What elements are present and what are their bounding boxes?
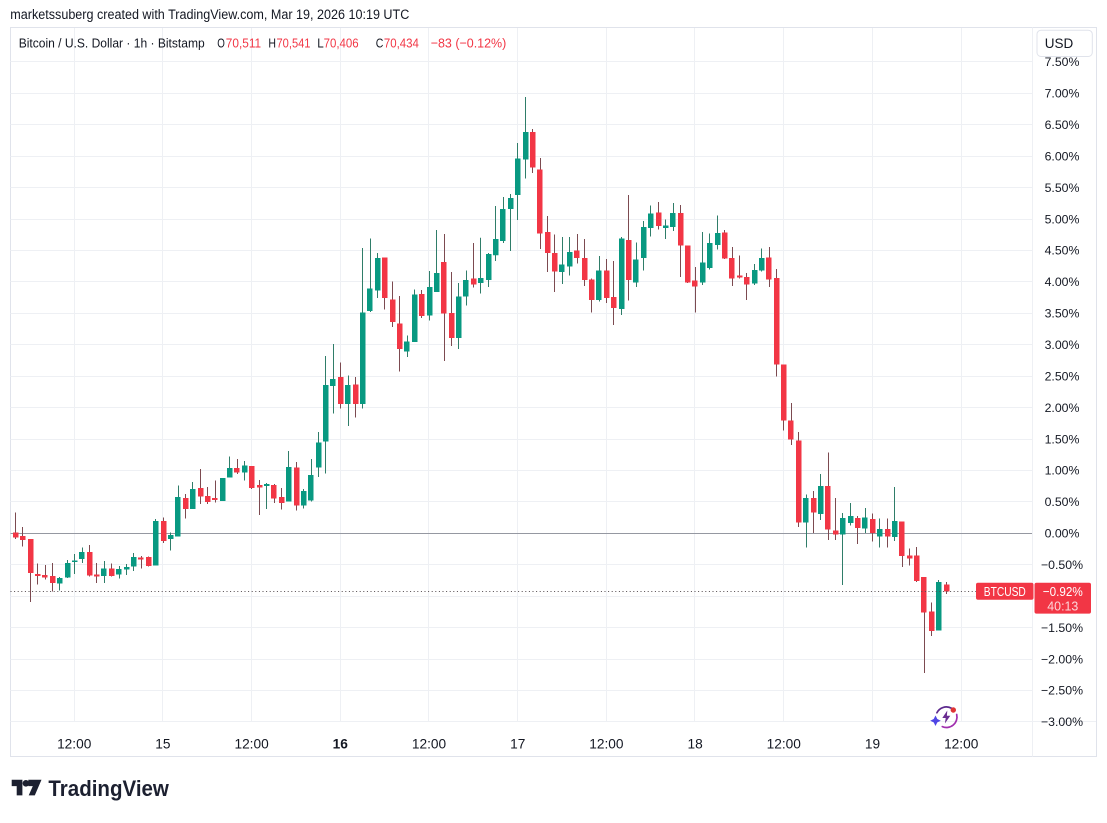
svg-text:Bitcoin / U.S. Dollar · 1h · B: Bitcoin / U.S. Dollar · 1h · Bitstamp <box>19 35 205 50</box>
svg-text:−2.50%: −2.50% <box>1041 684 1083 698</box>
svg-text:L: L <box>317 35 324 50</box>
svg-text:TradingView: TradingView <box>48 776 169 801</box>
svg-text:USD: USD <box>1045 36 1074 51</box>
svg-text:12:00: 12:00 <box>944 737 979 752</box>
svg-text:−0.50%: −0.50% <box>1041 558 1083 572</box>
svg-text:12:00: 12:00 <box>412 737 447 752</box>
svg-text:3.00%: 3.00% <box>1045 338 1080 352</box>
svg-text:−1.50%: −1.50% <box>1041 621 1083 635</box>
svg-text:12:00: 12:00 <box>767 737 802 752</box>
svg-text:−3.00%: −3.00% <box>1041 715 1083 729</box>
svg-text:5.00%: 5.00% <box>1045 212 1080 226</box>
svg-text:0.00%: 0.00% <box>1045 527 1080 541</box>
svg-text:70,541: 70,541 <box>277 35 311 50</box>
svg-text:C: C <box>376 35 384 50</box>
svg-text:−83 (−0.12%): −83 (−0.12%) <box>431 35 507 50</box>
svg-text:12:00: 12:00 <box>57 737 92 752</box>
svg-text:0.50%: 0.50% <box>1045 495 1080 509</box>
svg-text:3.50%: 3.50% <box>1045 307 1080 321</box>
svg-text:70,511: 70,511 <box>226 35 261 50</box>
svg-text:15: 15 <box>155 737 171 752</box>
svg-text:2.00%: 2.00% <box>1045 401 1080 415</box>
svg-text:O: O <box>217 35 225 50</box>
svg-text:19: 19 <box>865 737 880 752</box>
svg-text:12:00: 12:00 <box>589 737 624 752</box>
svg-text:−0.92%: −0.92% <box>1043 584 1083 599</box>
svg-text:5.50%: 5.50% <box>1045 181 1080 195</box>
svg-text:12:00: 12:00 <box>234 737 269 752</box>
svg-text:6.00%: 6.00% <box>1045 150 1080 164</box>
svg-text:40:13: 40:13 <box>1047 599 1078 613</box>
svg-text:17: 17 <box>510 737 525 752</box>
svg-text:2.50%: 2.50% <box>1045 370 1080 384</box>
svg-text:1.00%: 1.00% <box>1045 464 1080 478</box>
svg-text:BTCUSD: BTCUSD <box>984 584 1026 599</box>
svg-text:4.00%: 4.00% <box>1045 275 1080 289</box>
svg-text:70,406: 70,406 <box>324 35 359 50</box>
svg-text:−2.00%: −2.00% <box>1041 652 1083 666</box>
svg-text:16: 16 <box>333 737 349 752</box>
svg-text:7.00%: 7.00% <box>1045 87 1080 101</box>
svg-text:marketssuberg created with Tra: marketssuberg created with TradingView.c… <box>10 7 409 22</box>
svg-text:H: H <box>268 35 276 50</box>
svg-text:70,434: 70,434 <box>384 35 419 50</box>
svg-text:7.50%: 7.50% <box>1045 55 1080 69</box>
svg-text:1.50%: 1.50% <box>1045 432 1080 446</box>
svg-text:6.50%: 6.50% <box>1045 118 1080 132</box>
svg-text:18: 18 <box>687 737 703 752</box>
svg-text:4.50%: 4.50% <box>1045 244 1080 258</box>
